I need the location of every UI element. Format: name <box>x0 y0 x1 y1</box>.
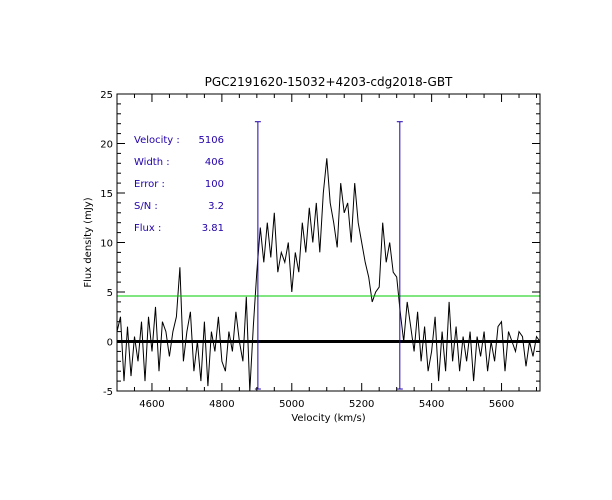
annotation-label: Flux : <box>134 223 161 234</box>
y-tick-label: 25 <box>100 90 113 101</box>
x-tick-label: 5200 <box>349 399 374 410</box>
chart-title: PGC2191620-15032+4203-cdg2018-GBT <box>205 75 453 89</box>
x-tick-label: 5600 <box>489 399 514 410</box>
y-tick-label: 15 <box>100 189 113 200</box>
x-tick-label: 4800 <box>209 399 234 410</box>
y-tick-label: 20 <box>100 140 113 151</box>
y-tick-label: 0 <box>107 338 113 349</box>
annotation-label: S/N : <box>134 201 158 212</box>
spectrum-line <box>117 158 540 391</box>
x-tick-label: 5400 <box>419 399 444 410</box>
y-tick-label: -5 <box>103 387 113 398</box>
annotation-label: Width : <box>134 157 170 168</box>
axes <box>116 93 541 392</box>
plot-area <box>117 121 540 391</box>
annotation-value: 100 <box>205 179 224 190</box>
y-axis-label: Flux density (mJy) <box>83 197 94 287</box>
x-tick-label: 4600 <box>139 399 164 410</box>
annotation-value: 3.81 <box>202 223 224 234</box>
annotation-label: Error : <box>134 179 165 190</box>
annotation-label: Velocity : <box>134 135 180 146</box>
x-axis-label: Velocity (km/s) <box>291 413 365 424</box>
chart-text: 4600 4800 5000 5200 5400 5600 -5 0 5 10 15 20 25 PGC2… <box>83 75 514 424</box>
annotation-value: 3.2 <box>208 201 224 212</box>
y-tick-label: 10 <box>100 239 113 250</box>
x-tick-label: 5000 <box>279 399 304 410</box>
annotation-value: 5106 <box>199 135 224 146</box>
annotation-value: 406 <box>205 157 224 168</box>
y-tick-label: 5 <box>107 288 113 299</box>
